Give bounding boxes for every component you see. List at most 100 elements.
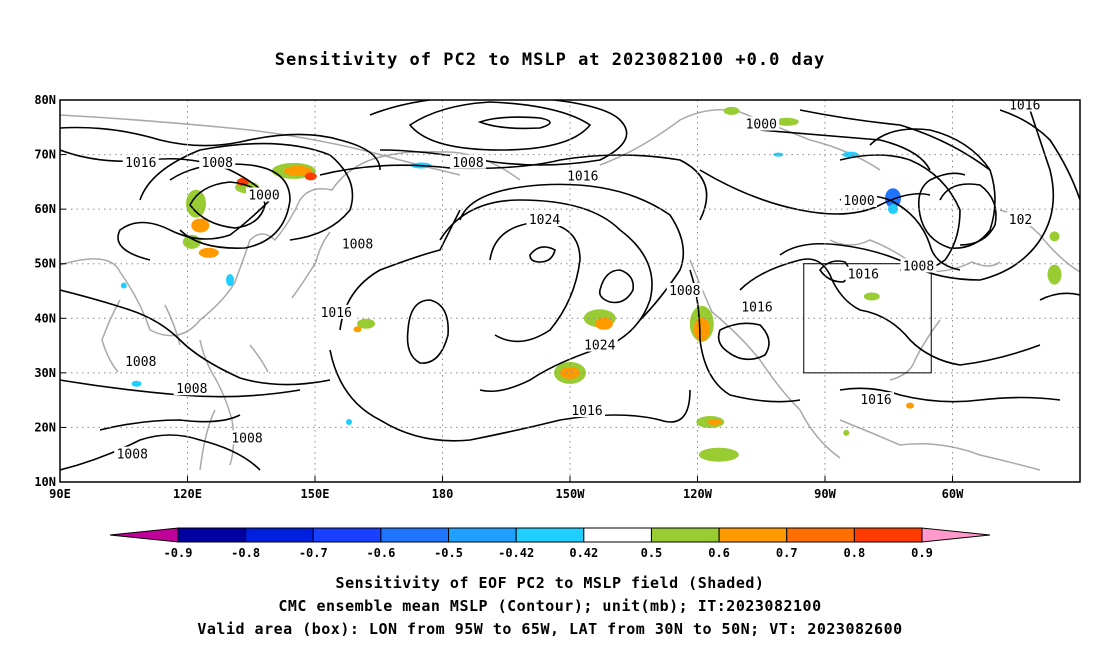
contour-13 [406, 299, 449, 364]
contour-label-3: 1008 [452, 156, 483, 171]
contour-labels: 1016 1008 1000 1008 1016 1024 1008 1016 1024 1016… [114, 98, 1043, 463]
contour-label-bg-15 [739, 299, 775, 314]
lat-label-1: 70N [34, 148, 56, 162]
shading-blob-36 [773, 152, 784, 157]
colorbar-segment-0 [177, 527, 247, 543]
colorbar-pos-end [921, 527, 991, 543]
lat-label-2: 60N [34, 202, 56, 216]
contour-label-21: 1016 [1009, 98, 1040, 113]
contour-label-6: 1008 [342, 238, 373, 253]
colorbar-segment-4 [448, 527, 517, 543]
axis-labels: 90E 120E 150E 180 150W 120W 90W 60W 80N 70N 60N 50N… [34, 93, 964, 501]
contour-8 [319, 154, 708, 221]
lon-label-6: 90W [814, 487, 836, 501]
contour-label-bg-8 [581, 337, 618, 352]
contour-label-bg-22 [1006, 212, 1035, 227]
shading-blob-25 [843, 429, 850, 436]
coastlines [60, 109, 1080, 471]
lat-label-3: 50N [34, 257, 56, 271]
colorbar-segment-5 [515, 527, 585, 543]
contour-label-13: 1008 [117, 448, 148, 463]
contour-label-2: 1000 [248, 189, 279, 204]
contour-label-bg-13 [114, 446, 151, 461]
shading-blob-27 [1049, 231, 1060, 242]
contour-23 [799, 109, 991, 171]
axis-ticks [59, 99, 953, 483]
contour-label-8: 1024 [584, 339, 615, 354]
lon-label-7: 60W [942, 487, 964, 501]
contour-label-bg-6 [339, 236, 376, 251]
contour-28 [779, 109, 1055, 281]
contour-label-bg-5 [526, 212, 563, 227]
colorbar-label-0: -0.9 [164, 546, 193, 560]
shading-blob-20 [774, 117, 799, 126]
coastline-5 [291, 231, 331, 299]
contour-label-bg-16 [743, 116, 780, 131]
contour-label-bg-17 [841, 192, 877, 207]
contour-22 [759, 129, 931, 171]
lon-label-4: 150W [556, 487, 586, 501]
contour-15 [439, 199, 653, 393]
contour-31 [999, 109, 1080, 201]
colorbar-label-6: 0.42 [569, 546, 598, 560]
contour-label-bg-14 [666, 283, 703, 297]
lon-label-0: 90E [49, 487, 71, 501]
coastline-0 [60, 150, 521, 337]
colorbar-segment-1 [245, 527, 314, 543]
colorbar-segment-8 [718, 527, 788, 543]
contour-label-9: 1016 [571, 404, 602, 419]
contour-5 [408, 101, 592, 151]
shading-blob-16 [693, 317, 710, 342]
contour-label-bg-18 [845, 266, 882, 281]
contour-label-bg-9 [569, 403, 605, 418]
contour-label-5: 1024 [529, 213, 560, 228]
contour-label-15: 1016 [741, 300, 772, 315]
footer-line-3: Valid area (box): LON from 95W to 65W, L… [197, 620, 903, 638]
contour-label-bg-7 [318, 304, 355, 319]
coastline-6 [249, 344, 269, 373]
coastline-11 [839, 419, 1041, 471]
contour-label-bg-2 [246, 187, 282, 202]
shading-blob-19 [698, 447, 739, 462]
contour-14 [339, 209, 461, 331]
shading-blob-18 [707, 419, 722, 425]
shading-blob-0 [186, 189, 206, 218]
shading-blob-35 [842, 151, 859, 158]
contour-label-bg-4 [564, 168, 601, 183]
contour-label-7: 1016 [321, 306, 352, 321]
shading-blob-33 [346, 419, 352, 425]
contour-21 [699, 169, 931, 215]
contour-2 [189, 181, 266, 229]
contour-label-10: 1008 [125, 355, 156, 370]
contour-label-bg-1 [199, 154, 236, 169]
colorbar-label-7: 0.5 [641, 546, 663, 560]
shading-blob-10 [353, 326, 362, 333]
colorbar-segment-10 [853, 527, 923, 543]
shading-blob-30 [226, 274, 234, 287]
contour-19 [60, 434, 261, 471]
coastline-8 [689, 259, 841, 459]
shading-blob-12 [595, 317, 613, 330]
colorbar-label-3: -0.6 [366, 546, 395, 560]
contour-29 [739, 258, 1041, 366]
colorbar-label-10: 0.8 [844, 546, 866, 560]
contour-33 [689, 269, 801, 403]
shading-blob-9 [357, 318, 375, 329]
colorbar-label-2: -0.7 [299, 546, 328, 560]
shading-blob-29 [888, 204, 898, 215]
page-title: Sensitivity of PC2 to MSLP at 2023082100… [274, 50, 826, 70]
map-area: 1016 1008 1000 1008 1016 1024 1008 1016 1024 1016… [34, 93, 1081, 501]
colorbar-label-1: -0.8 [231, 546, 260, 560]
lat-label-7: 10N [34, 475, 56, 489]
contour-label-12: 1008 [231, 431, 262, 446]
contour-label-bg-20 [858, 392, 894, 407]
shading-blob-31 [131, 380, 142, 387]
contour-0 [60, 126, 381, 171]
colorbar: -0.9 -0.8 -0.7 -0.6 -0.5 -0.42 0.42 0.5 0.6 0.7 0.… [109, 527, 991, 560]
shading-blob-8 [304, 172, 317, 181]
contour-32 [717, 322, 770, 361]
lat-label-5: 30N [34, 366, 56, 380]
lon-label-3: 180 [432, 487, 454, 501]
shading-blob-26 [1047, 264, 1062, 285]
